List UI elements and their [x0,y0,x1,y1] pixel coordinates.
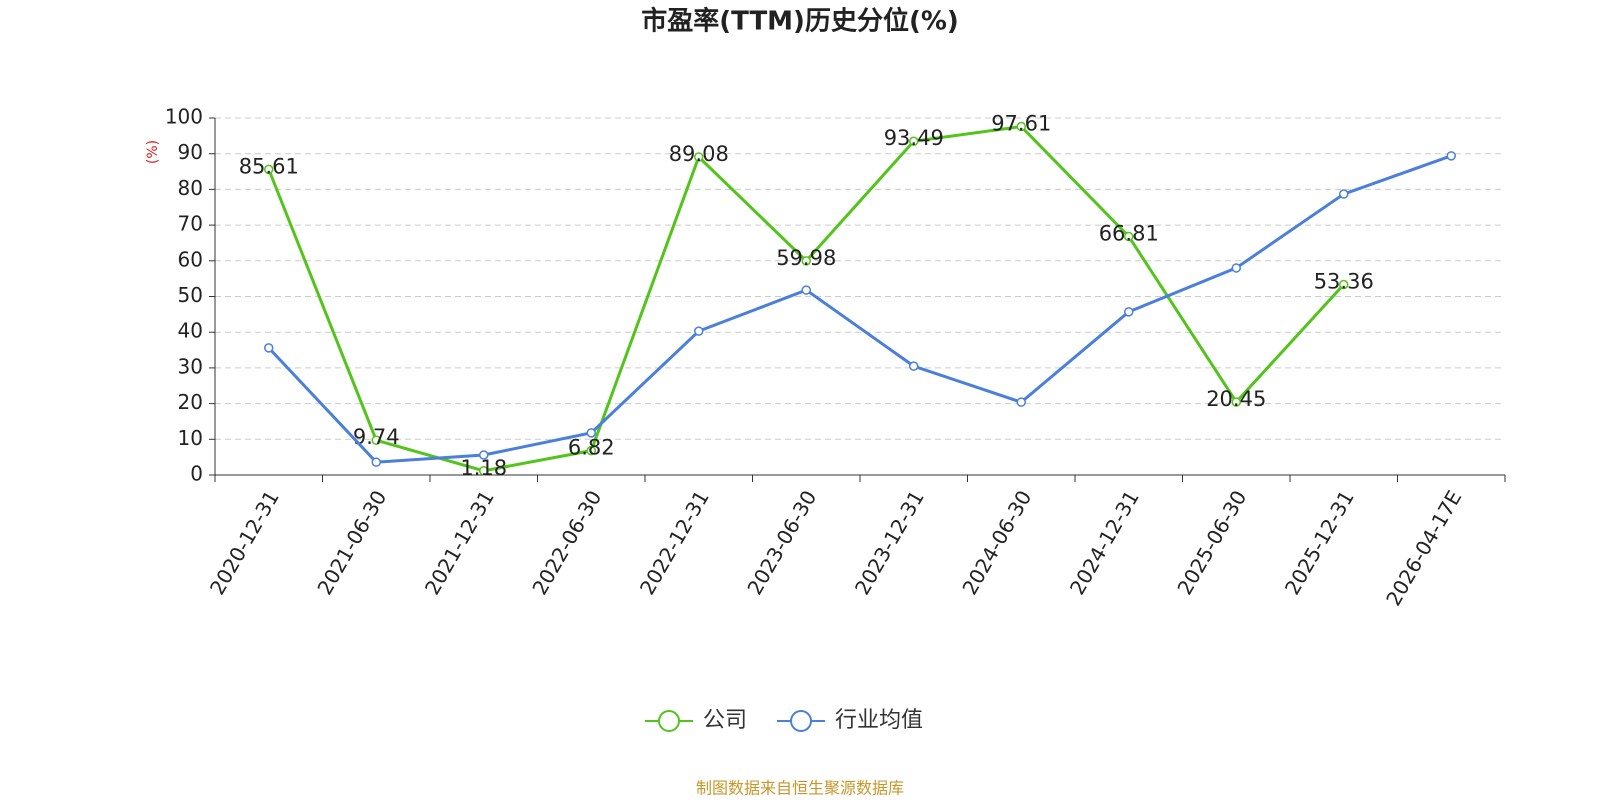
x-tick-label: 2024-12-31 [1065,486,1144,599]
data-point [1339,189,1349,199]
data-label: 1.18 [460,456,507,480]
x-tick-label: 2021-12-31 [420,486,499,599]
y-axis-label: (%) [145,140,161,164]
data-point [801,256,811,266]
data-point [1124,231,1134,242]
x-tick-label: 2024-06-30 [957,486,1036,599]
y-tick-label: 20 [178,390,203,414]
x-tick-label: 2022-06-30 [527,486,606,599]
data-point [909,361,919,371]
data-point [1124,307,1134,317]
x-tick-label: 2023-06-30 [742,486,821,599]
data-point [694,152,704,162]
data-label: 93.49 [884,126,944,150]
data-point [801,285,811,295]
x-tick-label: 2020-12-31 [205,486,284,599]
x-tick-label: 2025-12-31 [1280,486,1359,599]
source-note: 制图数据来自恒生聚源数据库 [696,779,904,798]
data-point [479,450,489,460]
data-point [586,445,596,456]
y-tick-label: 30 [178,354,203,378]
y-tick-label: 50 [178,283,203,307]
x-tick-label: 2025-06-30 [1172,486,1251,599]
series-line [267,154,1452,464]
y-tick-label: 40 [178,319,203,343]
data-label: 66.81 [1099,221,1159,245]
data-point [264,164,274,175]
x-tick-label: 2023-12-31 [850,486,929,599]
x-tick-label: 2026-04-17E [1381,486,1466,610]
legend-label: 行业均值 [835,708,923,733]
data-point [1231,397,1241,407]
data-point [371,435,381,445]
data-point [371,457,381,467]
data-label: 97.61 [991,112,1051,136]
data-point [1446,151,1456,161]
x-tick-label: 2021-06-30 [312,486,391,599]
legend-marker [790,710,813,732]
data-point [909,136,919,146]
data-point [1231,263,1241,273]
data-point [1016,397,1026,407]
data-point [1339,279,1349,290]
data-label: 85.61 [239,154,299,178]
data-point [1016,121,1026,132]
y-tick-label: 60 [178,247,203,271]
data-point [264,343,274,353]
data-label: 59.98 [776,246,836,270]
data-point [586,428,596,438]
data-label: 20.45 [1206,387,1266,411]
data-point [694,326,704,336]
chart-title: 市盈率(TTM)历史分位(%) [641,6,959,37]
series-line [267,124,1345,473]
data-label: 53.36 [1314,270,1374,294]
data-point [479,466,489,476]
y-tick-label: 80 [178,176,203,200]
legend-marker [658,710,680,732]
y-tick-label: 10 [178,426,203,450]
x-tick-label: 2022-12-31 [635,486,714,599]
y-tick-label: 0 [190,462,203,486]
y-tick-label: 70 [178,212,203,236]
data-label: 6.82 [568,436,615,460]
y-tick-label: 100 [165,105,203,129]
data-label: 89.08 [669,142,729,166]
legend-label: 公司 [703,708,747,733]
y-tick-label: 90 [178,140,203,164]
